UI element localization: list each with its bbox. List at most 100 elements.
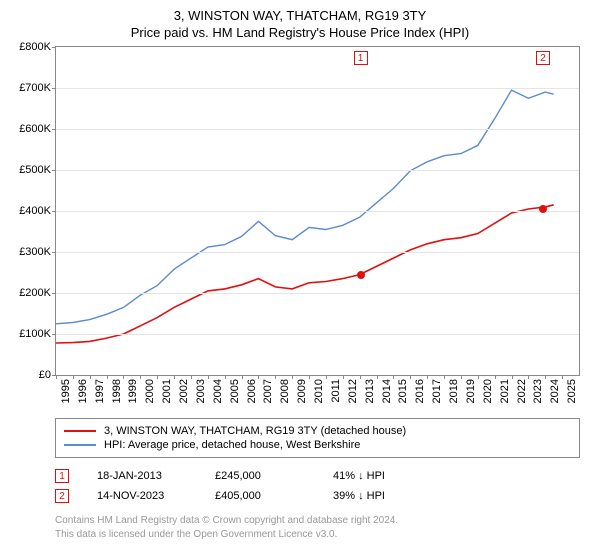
x-tick-label: 2001: [161, 379, 173, 403]
x-tick-label: 1996: [77, 379, 89, 403]
x-tick-label: 2015: [397, 379, 409, 403]
x-tick: [90, 375, 91, 379]
transaction-date: 18-JAN-2013: [97, 470, 187, 482]
x-tick-label: 2006: [246, 379, 258, 403]
x-tick: [478, 375, 479, 379]
x-tick-label: 2020: [482, 379, 494, 403]
chart-subtitle: Price paid vs. HM Land Registry's House …: [0, 25, 600, 40]
x-tick: [495, 375, 496, 379]
gridline: [56, 88, 579, 89]
chart-title: 3, WINSTON WAY, THATCHAM, RG19 3TY: [0, 0, 600, 23]
x-tick-label: 2000: [144, 379, 156, 403]
x-tick: [174, 375, 175, 379]
x-tick: [157, 375, 158, 379]
x-tick-label: 2023: [532, 379, 544, 403]
x-tick-label: 2011: [330, 379, 342, 403]
x-tick: [512, 375, 513, 379]
legend: 3, WINSTON WAY, THATCHAM, RG19 3TY (deta…: [55, 418, 580, 458]
x-tick-label: 2017: [431, 379, 443, 403]
transaction-price: £245,000: [215, 470, 305, 482]
x-tick-label: 2025: [566, 379, 578, 403]
x-tick: [410, 375, 411, 379]
x-tick: [292, 375, 293, 379]
x-tick: [528, 375, 529, 379]
x-tick-label: 2021: [499, 379, 511, 403]
transaction-table: 118-JAN-2013£245,00041% ↓ HPI214-NOV-202…: [55, 466, 580, 506]
gridline: [56, 252, 579, 253]
x-tick-label: 2016: [414, 379, 426, 403]
x-tick: [326, 375, 327, 379]
x-tick: [225, 375, 226, 379]
y-tick-label: £0: [39, 369, 51, 381]
y-tick-label: £800K: [19, 41, 51, 53]
x-tick: [107, 375, 108, 379]
x-tick-label: 1995: [60, 379, 72, 403]
x-tick-label: 2024: [549, 379, 561, 403]
series-price_paid: [56, 205, 554, 343]
x-tick: [56, 375, 57, 379]
plot-area: £0£100K£200K£300K£400K£500K£600K£700K£80…: [55, 46, 580, 376]
y-tick-label: £200K: [19, 287, 51, 299]
x-tick-label: 2022: [516, 379, 528, 403]
x-tick: [309, 375, 310, 379]
gridline: [56, 129, 579, 130]
x-tick: [258, 375, 259, 379]
chart-marker-2: 2: [536, 51, 550, 65]
x-tick: [360, 375, 361, 379]
y-tick-label: £500K: [19, 164, 51, 176]
y-tick: [52, 129, 56, 130]
x-tick-label: 2004: [212, 379, 224, 403]
footer-line-2: This data is licensed under the Open Gov…: [55, 528, 580, 542]
x-tick: [191, 375, 192, 379]
x-tick: [444, 375, 445, 379]
chart-container: 3, WINSTON WAY, THATCHAM, RG19 3TY Price…: [0, 0, 600, 560]
transaction-delta: 39% ↓ HPI: [333, 490, 423, 502]
x-tick: [343, 375, 344, 379]
chart-marker-1: 1: [354, 51, 368, 65]
x-tick: [242, 375, 243, 379]
transaction-marker: 2: [55, 489, 69, 503]
data-point-1: [357, 271, 365, 279]
footer-attribution: Contains HM Land Registry data © Crown c…: [55, 514, 580, 541]
transaction-row: 2 14-NOV-2023 £405,000 39% ↓ HPI: [55, 486, 580, 506]
x-tick: [377, 375, 378, 379]
x-tick-label: 2010: [313, 379, 325, 403]
x-tick: [461, 375, 462, 379]
legend-label: 3, WINSTON WAY, THATCHAM, RG19 3TY (deta…: [104, 425, 406, 437]
y-tick-label: £100K: [19, 328, 51, 340]
x-tick: [140, 375, 141, 379]
x-tick-label: 2009: [296, 379, 308, 403]
legend-label: HPI: Average price, detached house, West…: [104, 439, 360, 451]
x-tick-label: 2013: [364, 379, 376, 403]
x-tick: [275, 375, 276, 379]
legend-swatch: [64, 430, 96, 432]
x-tick: [427, 375, 428, 379]
transaction-price: £405,000: [215, 490, 305, 502]
x-tick: [562, 375, 563, 379]
y-tick: [52, 293, 56, 294]
x-tick: [73, 375, 74, 379]
y-tick: [52, 211, 56, 212]
x-tick-label: 1998: [111, 379, 123, 403]
gridline: [56, 293, 579, 294]
transaction-date: 14-NOV-2023: [97, 490, 187, 502]
x-tick-label: 2002: [178, 379, 190, 403]
legend-swatch: [64, 444, 96, 446]
x-tick-label: 2008: [279, 379, 291, 403]
x-tick-label: 2012: [347, 379, 359, 403]
x-tick-label: 2003: [195, 379, 207, 403]
legend-item: 3, WINSTON WAY, THATCHAM, RG19 3TY (deta…: [64, 424, 571, 438]
x-tick: [208, 375, 209, 379]
y-tick-label: £400K: [19, 205, 51, 217]
transaction-delta: 41% ↓ HPI: [333, 470, 423, 482]
x-tick-label: 2007: [262, 379, 274, 403]
gridline: [56, 170, 579, 171]
gridline: [56, 211, 579, 212]
transaction-row: 118-JAN-2013£245,00041% ↓ HPI: [55, 466, 580, 486]
x-tick: [393, 375, 394, 379]
y-tick: [52, 334, 56, 335]
series-hpi: [56, 90, 554, 324]
y-tick-label: £600K: [19, 123, 51, 135]
x-tick: [123, 375, 124, 379]
data-point-2: [539, 205, 547, 213]
